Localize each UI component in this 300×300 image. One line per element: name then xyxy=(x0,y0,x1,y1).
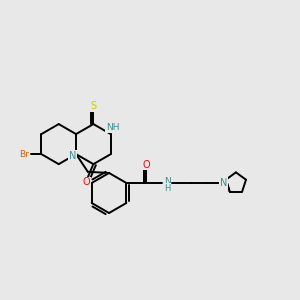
Text: O: O xyxy=(83,177,90,188)
Text: O: O xyxy=(142,160,150,170)
Text: N: N xyxy=(220,178,227,188)
Text: S: S xyxy=(90,101,97,111)
Text: Br: Br xyxy=(19,150,29,159)
Text: H: H xyxy=(164,184,170,193)
Text: N: N xyxy=(164,177,170,186)
Text: NH: NH xyxy=(106,123,119,132)
Text: N: N xyxy=(69,151,76,160)
